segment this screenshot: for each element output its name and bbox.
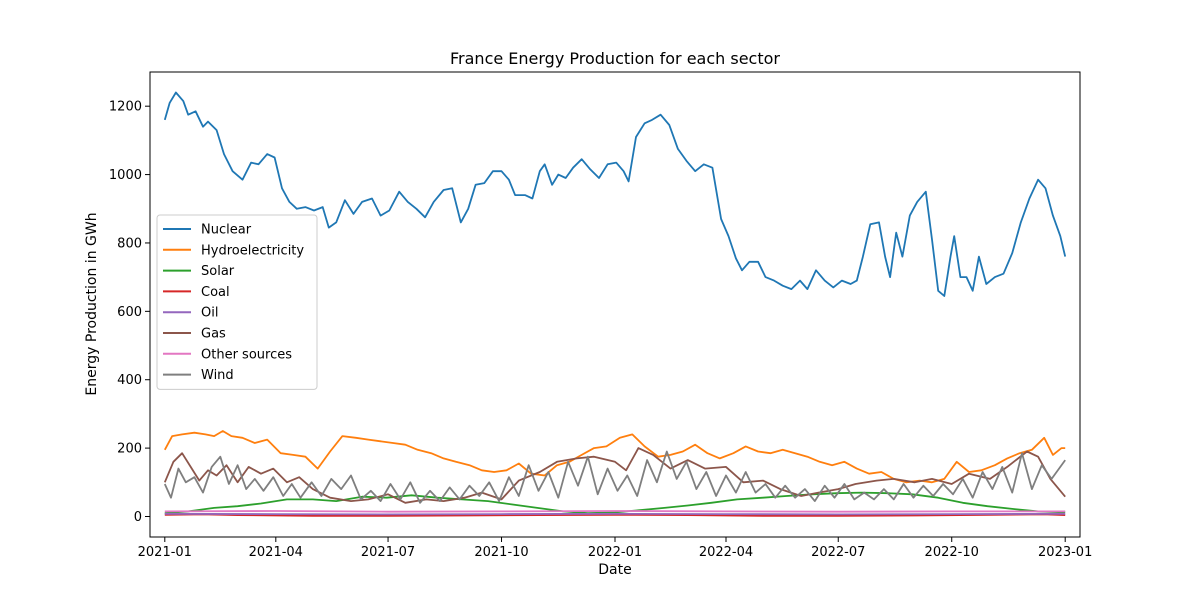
x-tick-label: 2022-10 xyxy=(925,545,979,560)
x-tick-label: 2021-04 xyxy=(249,545,303,560)
x-tick-label: 2022-07 xyxy=(811,545,865,560)
y-axis-label: Energy Production in GWh xyxy=(84,212,100,395)
y-tick-label: 1200 xyxy=(109,100,142,115)
y-tick-label: 800 xyxy=(117,236,142,251)
y-tick-label: 400 xyxy=(117,373,142,388)
x-axis: 2021-01 2021-04 2021-07 2021-10 2022-01 2022-… xyxy=(138,537,1092,560)
series-line-gas xyxy=(163,447,1066,504)
legend-label-hydroelectricity: Hydroelectricity xyxy=(201,243,304,258)
series-line-other-sources xyxy=(164,510,1066,513)
plot-frame xyxy=(149,71,1081,538)
legend-label-solar: Solar xyxy=(201,264,235,279)
x-tick-label: 2021-01 xyxy=(138,545,192,560)
plot-area xyxy=(163,91,1067,517)
y-tick-label: 600 xyxy=(117,305,142,320)
y-tick-label: 1000 xyxy=(109,168,142,183)
legend-box xyxy=(156,214,318,390)
series-line-solar xyxy=(164,491,1066,514)
x-tick-label: 2022-04 xyxy=(699,545,753,560)
legend-label-other-sources: Other sources xyxy=(201,347,292,362)
x-tick-label: 2022-01 xyxy=(588,545,642,560)
y-tick-label: 0 xyxy=(134,510,142,525)
legend-label-wind: Wind xyxy=(201,368,234,383)
x-tick-label: 2021-07 xyxy=(361,545,415,560)
legend-label-gas: Gas xyxy=(201,327,226,342)
x-tick-label: 2023-01 xyxy=(1038,545,1092,560)
legend-label-nuclear: Nuclear xyxy=(201,223,252,238)
legend-label-oil: Oil xyxy=(201,306,218,321)
series-line-coal xyxy=(164,513,1066,517)
y-tick-label: 200 xyxy=(117,442,142,457)
series-line-hydroelectricity xyxy=(164,430,1066,484)
series-line-oil xyxy=(164,512,1066,516)
legend: Nuclear Hydroelectricity Solar Coal Oil Gas Ot… xyxy=(156,214,318,390)
series-line-nuclear xyxy=(163,91,1067,297)
x-tick-label: 2021-10 xyxy=(474,545,528,560)
x-axis-label: Date xyxy=(598,562,631,578)
legend-label-coal: Coal xyxy=(201,285,230,300)
chart-title: France Energy Production for each sector xyxy=(450,49,780,68)
y-axis: 0 200 400 600 800 1000 1200 xyxy=(109,100,150,525)
series-line-wind xyxy=(163,450,1066,504)
